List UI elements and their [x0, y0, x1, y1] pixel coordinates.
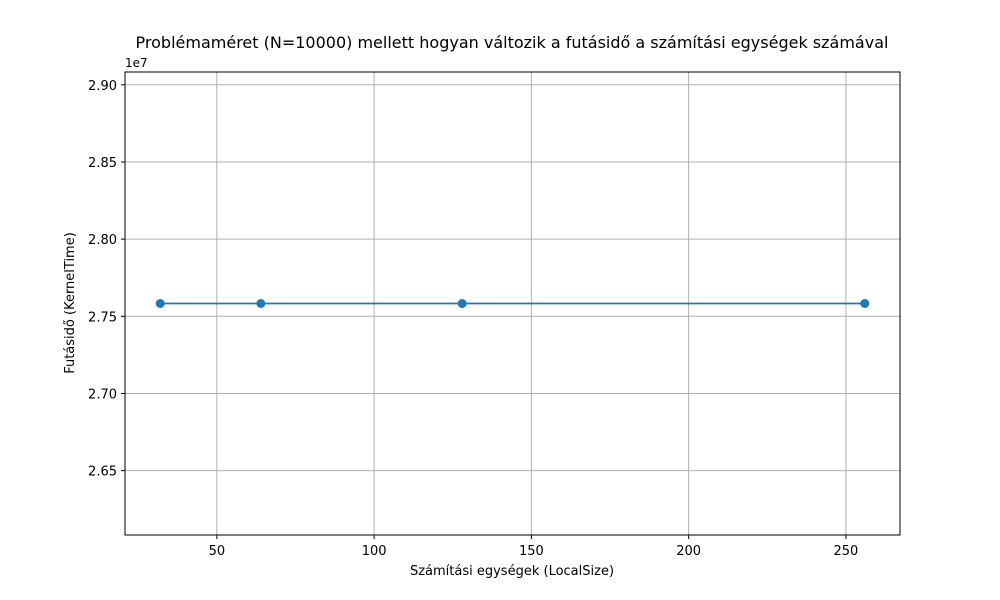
plot-frame [124, 71, 901, 536]
y-tick-label: 2.75 [88, 310, 117, 325]
y-tick-label: 2.65 [88, 465, 117, 480]
x-tick-label: 50 [209, 544, 226, 559]
x-axis-label: Számítási egységek (LocalSize) [410, 564, 614, 579]
y-tick-label: 2.80 [88, 233, 117, 248]
x-tick-label: 250 [833, 544, 858, 559]
ticks: 50 100 150 200 250 2.65 2.70 2.75 2.80 2.85 2.90 [88, 79, 858, 559]
y-tick-label: 2.70 [88, 387, 117, 402]
y-axis-label: Futásidő (KernelTime) [63, 232, 78, 374]
x-tick-label: 200 [676, 544, 701, 559]
x-tick-label: 150 [519, 544, 544, 559]
data-point [860, 299, 870, 308]
y-tick-label: 2.90 [88, 79, 117, 94]
y-tick-label: 2.85 [88, 156, 117, 171]
series-layer [155, 299, 870, 308]
data-point [457, 299, 467, 308]
x-tick-label: 100 [362, 544, 387, 559]
data-point [256, 299, 266, 308]
y-axis-offset-label: 1e7 [125, 56, 148, 70]
chart-title: Problémaméret (N=10000) mellett hogyan v… [136, 33, 889, 52]
data-point [155, 299, 165, 308]
